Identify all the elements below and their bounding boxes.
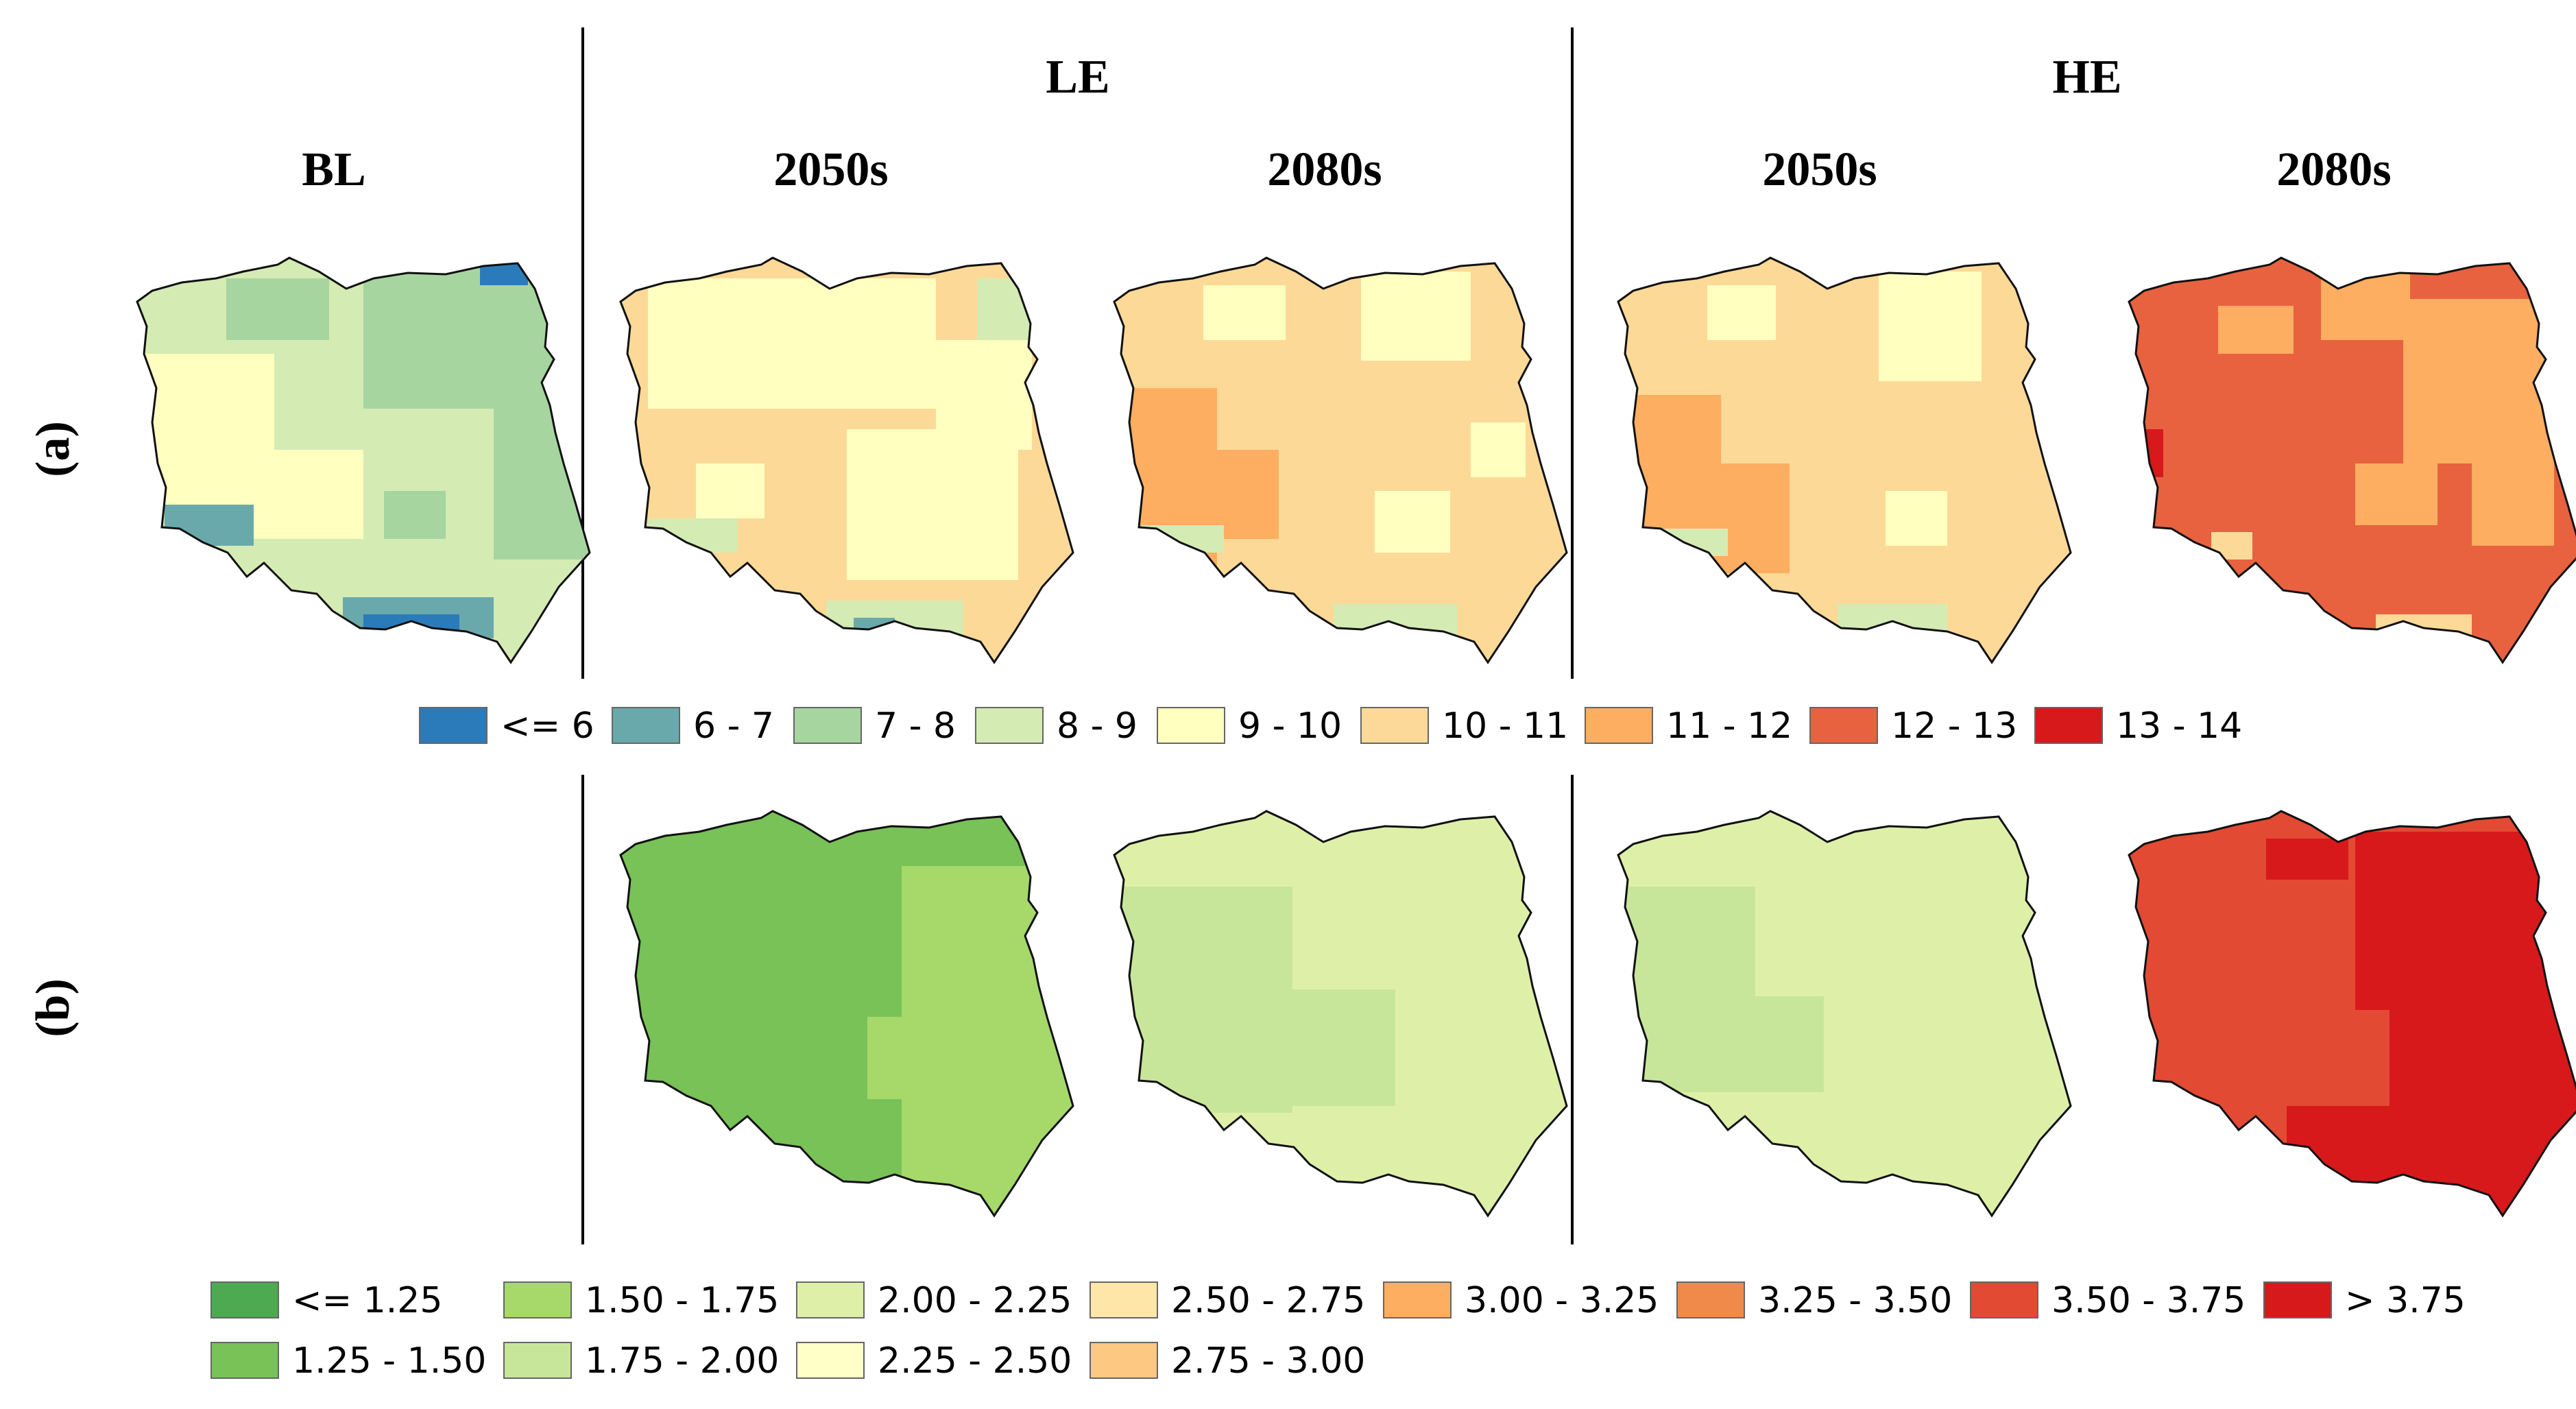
map-b-le-2080s xyxy=(1113,810,1568,1217)
legend-swatch xyxy=(796,1342,865,1379)
row-label-b: (b) xyxy=(27,978,80,1037)
legend-item: 12 - 13 xyxy=(1809,706,2017,747)
legend-swatch xyxy=(1157,707,1225,744)
legend-item: 3.50 - 3.75 xyxy=(1970,1280,2246,1321)
legend-swatch xyxy=(1585,707,1653,744)
legend-item: 10 - 11 xyxy=(1360,706,1568,747)
legend-swatch xyxy=(1970,1281,2038,1318)
legend-label: 2.50 - 2.75 xyxy=(1171,1280,1365,1321)
legend-label: 2.75 - 3.00 xyxy=(1171,1340,1365,1382)
legend-label: 1.50 - 1.75 xyxy=(585,1280,779,1321)
legend-label: 6 - 7 xyxy=(693,706,774,747)
legend-label: 9 - 10 xyxy=(1238,706,1342,747)
legend-swatch xyxy=(975,707,1044,744)
legend-item: 3.00 - 3.25 xyxy=(1383,1280,1659,1321)
legend-label: 3.00 - 3.25 xyxy=(1465,1280,1659,1321)
legend-item: 2.25 - 2.50 xyxy=(796,1340,1072,1382)
legend-swatch xyxy=(1809,707,1878,744)
legend-item: > 3.75 xyxy=(2263,1280,2466,1321)
map-a-le-2050s xyxy=(619,256,1074,664)
legend-swatch xyxy=(503,1281,572,1318)
legend-item: 1.75 - 2.00 xyxy=(503,1340,779,1382)
legend-label: 7 - 8 xyxy=(875,706,956,747)
legend-item: 2.75 - 3.00 xyxy=(1090,1340,1365,1382)
legend-label: 1.25 - 1.50 xyxy=(292,1340,486,1382)
legend-swatch xyxy=(612,707,680,744)
legend-item: 6 - 7 xyxy=(612,706,774,747)
legend-swatch xyxy=(210,1281,279,1318)
legend-item: 11 - 12 xyxy=(1585,706,1792,747)
legend-swatch xyxy=(1090,1342,1158,1379)
legend-label: 11 - 12 xyxy=(1666,706,1792,747)
header-le: LE xyxy=(1046,51,1109,104)
map-a-le-2080s xyxy=(1113,256,1568,664)
legend-swatch xyxy=(419,707,487,744)
header-he: HE xyxy=(2052,51,2121,104)
legend-label: 12 - 13 xyxy=(1891,706,2017,747)
legend-item: 2.50 - 2.75 xyxy=(1090,1280,1365,1321)
legend-label: <= 6 xyxy=(501,706,594,747)
map-a-he-2050s xyxy=(1617,256,2072,664)
legend-swatch xyxy=(793,707,862,744)
legend-item: 1.50 - 1.75 xyxy=(503,1280,779,1321)
map-a-he-2080s xyxy=(2128,256,2576,664)
legend-label: 2.25 - 2.50 xyxy=(878,1340,1072,1382)
legend-a: <= 6 6 - 7 7 - 8 8 - 9 9 - 10 10 - 11 11 - 12 1… xyxy=(419,706,2242,747)
header-he-2050s: 2050s xyxy=(1762,143,1877,196)
legend-label: 1.75 - 2.00 xyxy=(585,1340,779,1382)
header-bl: BL xyxy=(302,143,365,196)
legend-item: 2.00 - 2.25 xyxy=(796,1280,1072,1321)
row-label-a: (a) xyxy=(27,421,80,477)
header-le-2080s: 2080s xyxy=(1267,143,1382,196)
legend-swatch xyxy=(210,1342,279,1379)
legend-swatch xyxy=(2034,707,2103,744)
legend-swatch xyxy=(1676,1281,1745,1318)
legend-label: > 3.75 xyxy=(2345,1280,2466,1321)
legend-item: <= 1.25 xyxy=(210,1280,442,1321)
legend-swatch xyxy=(2263,1281,2332,1318)
legend-label: 3.25 - 3.50 xyxy=(1758,1280,1952,1321)
legend-label: 13 - 14 xyxy=(2116,706,2242,747)
legend-label: 3.50 - 3.75 xyxy=(2051,1280,2246,1321)
header-le-2050s: 2050s xyxy=(773,143,888,196)
legend-b: <= 1.25 1.25 - 1.50 1.50 - 1.75 1.75 - 2.00… xyxy=(210,1280,2466,1382)
legend-item: <= 6 xyxy=(419,706,594,747)
legend-swatch xyxy=(796,1281,865,1318)
legend-swatch xyxy=(503,1342,572,1379)
map-b-le-2050s xyxy=(619,810,1074,1217)
legend-label: 10 - 11 xyxy=(1442,706,1568,747)
legend-label: 8 - 9 xyxy=(1057,706,1137,747)
legend-item: 3.25 - 3.50 xyxy=(1676,1280,1952,1321)
legend-swatch xyxy=(1383,1281,1452,1318)
legend-item: 9 - 10 xyxy=(1157,706,1342,747)
legend-item: 8 - 9 xyxy=(975,706,1137,747)
map-b-he-2050s xyxy=(1617,810,2072,1217)
legend-item: 7 - 8 xyxy=(793,706,956,747)
legend-swatch xyxy=(1360,707,1429,744)
legend-swatch xyxy=(1090,1281,1158,1318)
map-b-he-2080s xyxy=(2128,810,2576,1217)
legend-item: 13 - 14 xyxy=(2034,706,2242,747)
legend-item: 1.25 - 1.50 xyxy=(210,1340,486,1382)
header-he-2080s: 2080s xyxy=(2276,143,2391,196)
legend-label: <= 1.25 xyxy=(292,1280,442,1321)
map-a-bl xyxy=(136,256,591,664)
legend-label: 2.00 - 2.25 xyxy=(878,1280,1072,1321)
